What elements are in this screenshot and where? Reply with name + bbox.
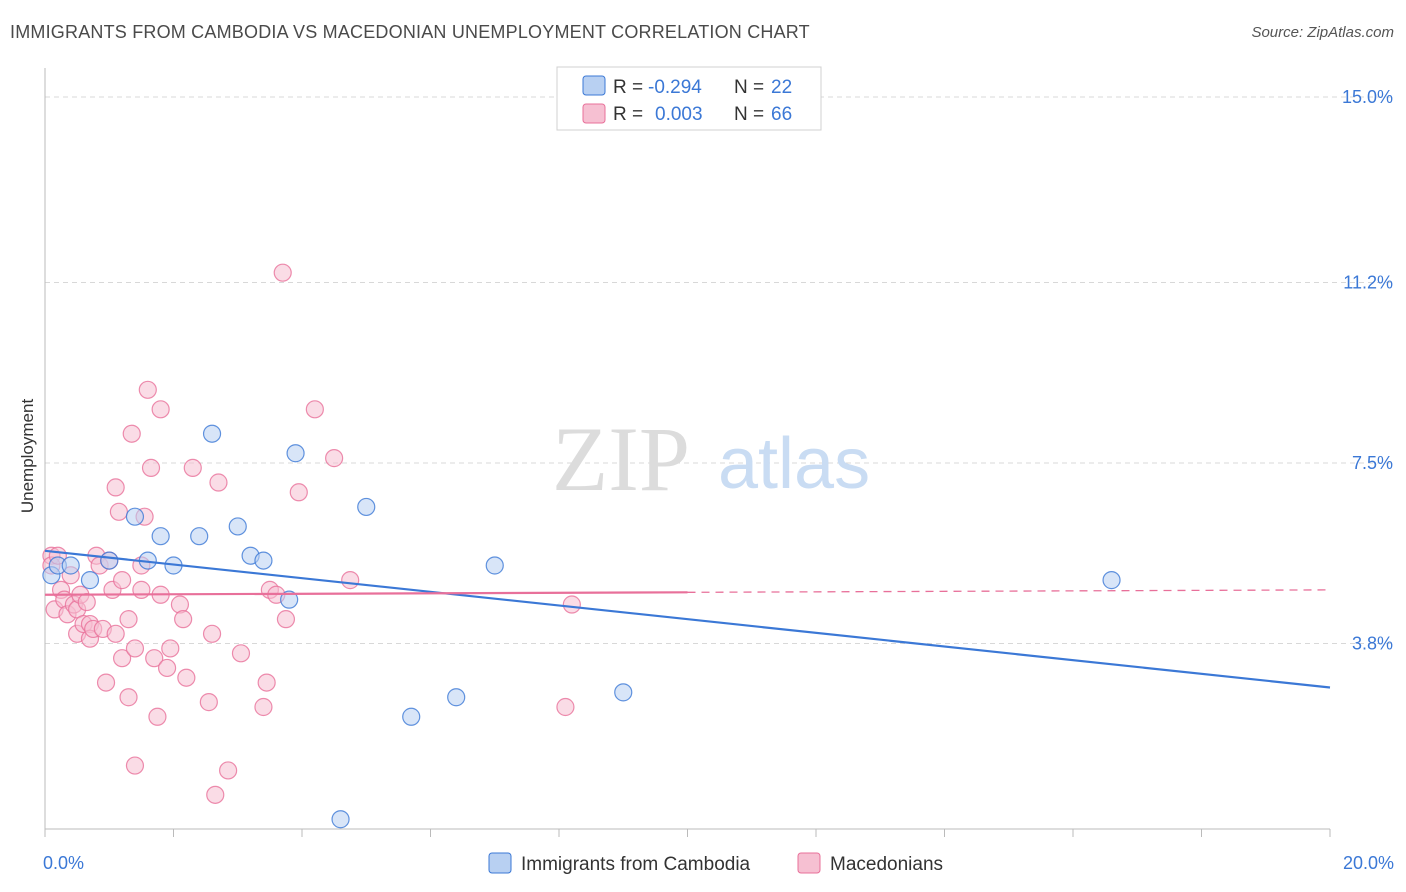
macedonians-point — [199, 693, 218, 712]
legend-swatch-macedonians — [582, 103, 606, 124]
trend-line-macedonians-solid — [44, 591, 688, 596]
macedonians-point — [257, 673, 276, 692]
macedonians-point — [119, 688, 138, 707]
macedonians-point — [125, 639, 145, 658]
cambodia-point — [402, 707, 421, 726]
chart-source: Source: ZipAtlas.com — [1251, 24, 1394, 41]
macedonians-point — [112, 649, 132, 668]
legend-r-label-cambodia: R = — [613, 77, 643, 98]
macedonians-point — [325, 449, 344, 468]
macedonians-point — [109, 502, 128, 521]
cambodia-point — [228, 517, 247, 536]
macedonians-point — [148, 707, 167, 726]
cambodia-point — [125, 507, 145, 526]
macedonians-point — [141, 458, 161, 477]
cambodia-point — [61, 556, 80, 575]
legend-bottom-swatch-macedonians — [797, 852, 821, 874]
macedonians-point — [122, 424, 141, 443]
y-tick-label: 7.5% — [1352, 453, 1393, 473]
cambodia-point — [80, 571, 100, 590]
x-axis-ticks — [44, 829, 1331, 837]
watermark-atlas: atlas — [718, 424, 870, 504]
cambodia-point — [447, 688, 466, 707]
macedonians-point — [112, 571, 132, 590]
cambodia-point — [190, 527, 209, 546]
cambodia-point — [286, 444, 305, 463]
watermark: ZIP atlas — [552, 408, 870, 510]
x-tick-label-min: 0.0% — [43, 853, 84, 873]
macedonians-point — [305, 400, 324, 419]
cambodia-point — [151, 527, 170, 546]
legend-r-value-cambodia: -0.294 — [648, 77, 702, 98]
macedonians-point — [96, 673, 116, 692]
legend-bottom-swatch-cambodia — [488, 852, 512, 874]
watermark-zip: ZIP — [552, 408, 690, 510]
y-tick-label: 11.2% — [1343, 272, 1393, 292]
legend-top: R = -0.294 N = 22 R = 0.003 N = 66 — [556, 66, 822, 131]
y-axis-label: Unemployment — [18, 399, 37, 514]
legend-bottom-label-macedonians: Macedonians — [830, 854, 943, 875]
trend-line-cambodia — [44, 549, 1331, 689]
macedonians-point — [183, 458, 202, 477]
macedonians-point — [341, 571, 360, 590]
macedonians-point — [276, 610, 296, 629]
macedonians-point — [132, 580, 151, 599]
legend-n-label-cambodia: N = — [734, 77, 764, 98]
cambodia-point — [331, 810, 350, 829]
macedonians-point — [556, 697, 575, 717]
cambodia-point — [485, 556, 504, 575]
legend-bottom: Immigrants from Cambodia Macedonians — [488, 852, 943, 875]
macedonians-point — [273, 263, 292, 282]
chart-title: IMMIGRANTS FROM CAMBODIA VS MACEDONIAN U… — [10, 22, 810, 42]
macedonians-point — [202, 624, 222, 643]
macedonians-point — [161, 639, 180, 658]
legend-swatch-cambodia — [582, 75, 606, 96]
macedonians-point — [125, 756, 145, 775]
cambodia-point — [202, 424, 222, 443]
series-macedonians-points — [42, 263, 581, 804]
series-cambodia-points — [42, 424, 1121, 829]
macedonians-point — [157, 658, 177, 678]
legend-r-value-macedonians: 0.003 — [655, 104, 703, 125]
macedonians-point — [119, 610, 138, 629]
macedonians-point — [174, 610, 193, 629]
cambodia-point — [254, 551, 273, 570]
macedonians-point — [145, 649, 164, 668]
macedonians-point — [170, 595, 190, 614]
legend-n-value-cambodia: 22 — [771, 77, 792, 98]
macedonians-point — [289, 483, 308, 502]
cambodia-point — [614, 683, 633, 702]
x-tick-label-max: 20.0% — [1343, 853, 1394, 873]
y-tick-label: 3.8% — [1352, 634, 1393, 654]
trend-lines — [44, 549, 1331, 689]
macedonians-point — [151, 400, 170, 419]
macedonians-point — [562, 595, 581, 614]
legend-bottom-label-cambodia: Immigrants from Cambodia — [521, 854, 751, 875]
macedonians-point — [106, 478, 125, 497]
legend-n-label-macedonians: N = — [734, 104, 764, 125]
y-tick-label: 15.0% — [1342, 87, 1393, 107]
legend-n-value-macedonians: 66 — [771, 104, 792, 125]
cambodia-point — [1102, 571, 1121, 590]
macedonians-point — [219, 761, 238, 780]
macedonians-point — [254, 697, 273, 717]
macedonians-point — [209, 473, 228, 492]
macedonians-point — [77, 592, 96, 612]
macedonians-point — [138, 380, 157, 399]
cambodia-point — [357, 497, 376, 517]
legend-r-label-macedonians: R = — [613, 104, 643, 125]
macedonians-point — [177, 668, 196, 687]
cambodia-point — [100, 551, 119, 570]
macedonians-point — [231, 644, 251, 663]
trend-line-macedonians-dashed — [687, 589, 1331, 593]
cambodia-point — [280, 590, 299, 609]
macedonians-point — [206, 785, 225, 804]
y-axis-tick-labels: 3.8% 7.5% 11.2% 15.0% — [1342, 87, 1393, 654]
macedonians-point — [106, 624, 125, 643]
